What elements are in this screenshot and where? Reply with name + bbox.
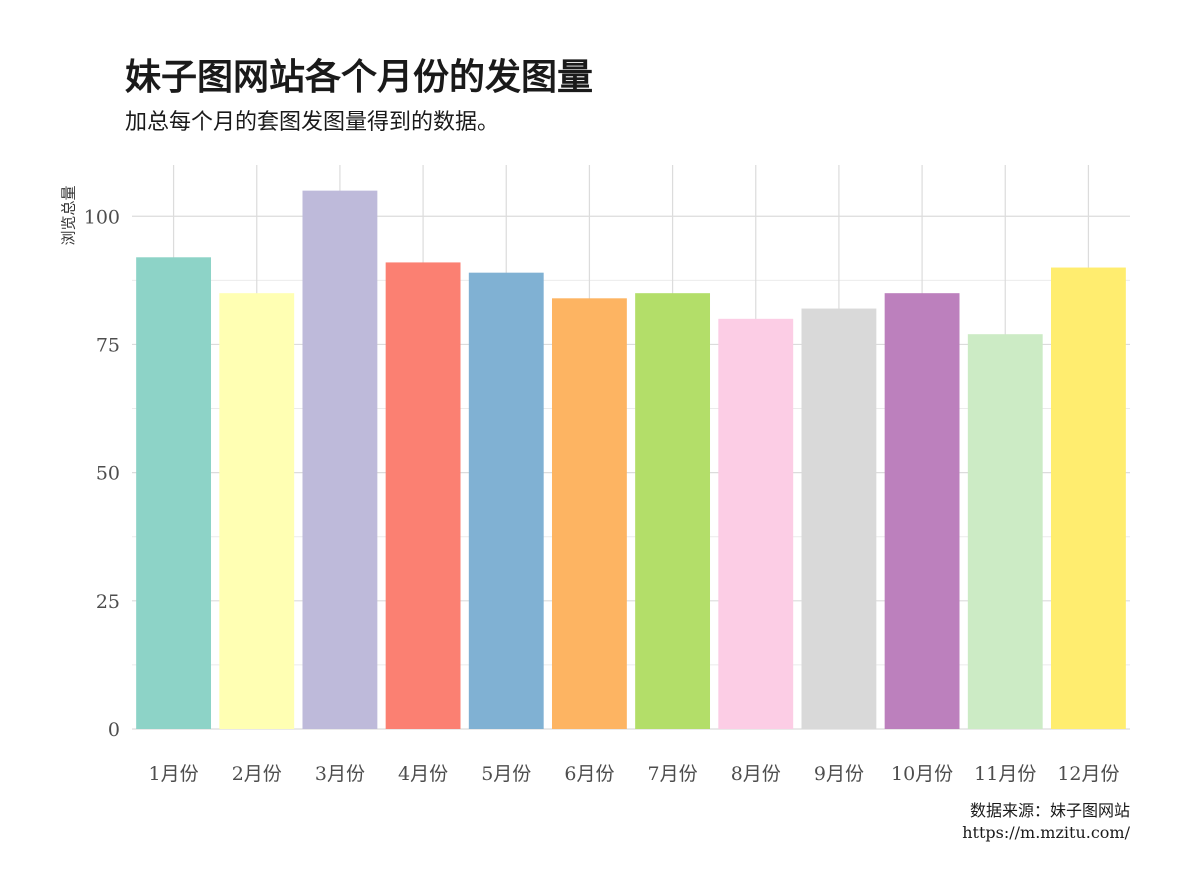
x-axis-ticks: 1月份 2月份 3月份 4月份 5月份 6月份 7月份 8月份 9月份 10月份 11月份 12月份 bbox=[149, 763, 1120, 785]
y-tick-label: 0 bbox=[108, 719, 120, 741]
chart-title: 妹子图网站各个月份的发图量 bbox=[125, 56, 594, 98]
x-tick-label: 3月份 bbox=[315, 763, 365, 785]
x-tick-label: 2月份 bbox=[232, 763, 282, 785]
bar-10 bbox=[884, 293, 960, 729]
minor-gridlines bbox=[132, 279, 1130, 666]
chart-caption: 数据来源：妹子图网站 https://m.mzitu.com/ bbox=[962, 800, 1130, 844]
x-tick-label: 8月份 bbox=[731, 763, 781, 785]
x-tick-label: 9月份 bbox=[814, 763, 864, 785]
y-tick-label: 75 bbox=[96, 334, 120, 356]
bar-7 bbox=[635, 293, 711, 729]
y-axis-ticks: 0 25 50 75 100 bbox=[84, 206, 120, 741]
x-tick-label: 4月份 bbox=[398, 763, 448, 785]
bar-9 bbox=[801, 308, 877, 729]
bar-5 bbox=[468, 272, 544, 729]
y-tick-label: 25 bbox=[96, 591, 120, 613]
x-tick-label: 5月份 bbox=[481, 763, 531, 785]
y-tick-label: 50 bbox=[96, 463, 120, 485]
caption-source: 数据来源：妹子图网站 bbox=[969, 801, 1130, 820]
bar-1 bbox=[136, 257, 212, 729]
bar-8 bbox=[718, 318, 794, 729]
x-tick-label: 7月份 bbox=[648, 763, 698, 785]
bar-3 bbox=[302, 190, 378, 730]
bar-12 bbox=[1050, 267, 1126, 729]
x-tick-label: 1月份 bbox=[149, 763, 199, 785]
x-tick-label: 12月份 bbox=[1057, 763, 1119, 785]
x-tick-label: 11月份 bbox=[974, 763, 1036, 785]
bar-6 bbox=[551, 298, 627, 729]
y-tick-label: 100 bbox=[84, 206, 120, 228]
caption-url: https://m.mzitu.com/ bbox=[962, 823, 1130, 842]
bar-11 bbox=[967, 334, 1043, 729]
bars bbox=[136, 190, 1126, 730]
x-tick-label: 10月份 bbox=[891, 763, 953, 785]
bar-2 bbox=[219, 293, 295, 729]
chart-subtitle: 加总每个月的套图发图量得到的数据。 bbox=[125, 110, 500, 135]
x-tick-label: 6月份 bbox=[564, 763, 614, 785]
bar-4 bbox=[385, 262, 461, 729]
